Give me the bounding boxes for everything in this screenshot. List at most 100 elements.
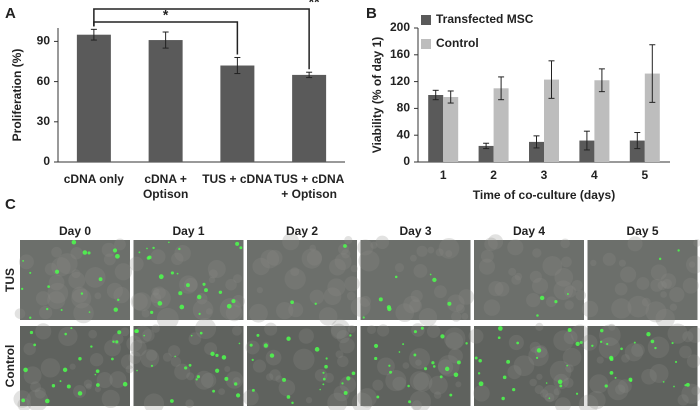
texture [624,343,644,362]
texture [575,290,587,301]
texture [150,288,171,309]
fluorescent-cell [136,369,138,372]
fluorescent-cell [398,351,401,353]
texture [344,236,353,245]
fluorescent-cell [389,370,393,374]
fluorescent-cell [98,277,103,282]
texture [581,334,598,351]
fluorescent-cell [33,343,37,347]
texture [208,269,218,279]
texture [395,303,415,323]
texture [205,308,213,315]
fluorescent-cell [432,365,436,368]
texture [433,285,447,299]
y-axis-label: Proliferation (%) [10,49,24,142]
fluorescent-cell [362,316,365,319]
fluorescent-cell [599,340,603,344]
fluorescent-cell [168,241,170,244]
error-bar [548,60,555,99]
micrograph [351,323,471,410]
texture [232,294,245,308]
bar [76,34,111,163]
fluorescent-cell [351,371,356,376]
fluorescent-cell [456,360,461,365]
fluorescent-cell [501,396,505,401]
fluorescent-cell [46,307,49,311]
fluorescent-cell [29,330,34,335]
x-tick-label: 4 [591,168,598,182]
texture [370,241,378,249]
texture [590,259,597,267]
legend-label: Control [436,36,479,50]
texture [334,253,352,271]
fluorescent-cell [176,272,179,275]
fluorescent-cell [314,302,317,305]
fluorescent-cell [70,327,73,330]
panel-label: B [366,5,377,22]
bar [428,95,444,162]
image-background [474,240,584,320]
texture [30,381,41,393]
texture [570,324,590,344]
fluorescent-cell [646,332,651,337]
texture [120,354,136,370]
fluorescent-cell [224,376,229,381]
texture [323,287,342,306]
texture [426,324,441,339]
texture [545,296,557,308]
texture [376,324,390,337]
texture [660,291,667,298]
fluorescent-cell [567,328,572,333]
texture [549,360,572,383]
fluorescent-cell [135,329,139,333]
texture [564,300,574,310]
texture [333,385,350,402]
fluorescent-cell [170,271,174,275]
bar [644,73,660,162]
texture [536,373,543,380]
image-background [20,326,130,406]
texture [437,359,454,375]
bar [629,140,645,162]
fluorescent-cell [47,285,50,288]
micrograph [13,323,136,410]
texture [231,325,242,336]
texture [483,299,501,316]
texture [641,368,657,385]
texture [47,282,69,304]
texture [275,375,283,383]
texture [128,351,142,365]
fluorescent-cell [502,375,507,380]
texture [660,273,677,290]
fluorescent-cell [413,353,417,357]
fluorescent-cell [22,259,25,262]
y-tick-label: 0 [43,154,50,168]
texture [146,349,158,361]
fluorescent-cell [256,333,260,337]
texture [513,355,535,377]
texture [621,354,630,363]
texture [130,292,148,311]
fluorescent-cell [432,277,437,283]
fluorescent-cell [116,298,120,302]
texture [94,386,101,393]
image-background [360,240,471,320]
fluorescent-cell [77,391,83,396]
texture [168,345,181,358]
texture [346,291,356,301]
texture [151,287,160,296]
texture [51,246,62,258]
error-bar [162,31,169,49]
fluorescent-cell [80,292,84,295]
texture [170,356,182,367]
texture [627,236,643,252]
fluorescent-cell [21,398,26,403]
texture [129,256,144,272]
texture [357,239,374,256]
texture [260,249,280,269]
texture [478,258,496,275]
texture [561,256,572,268]
x-tick-label: TUS + cDNA + Optison [273,172,345,201]
fluorescent-cell [325,357,328,360]
texture [171,252,184,266]
